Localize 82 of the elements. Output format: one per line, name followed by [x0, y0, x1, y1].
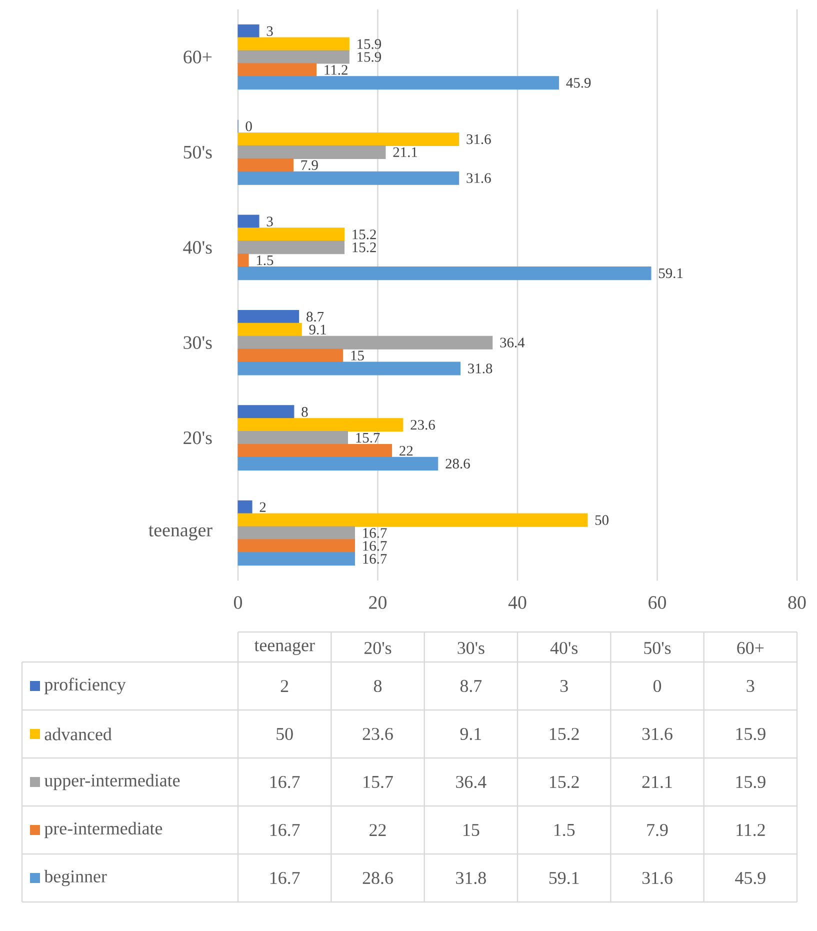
text: 1.5 [554, 824, 575, 836]
text: 28.6 [362, 872, 393, 884]
data-label: 7.9 [301, 160, 318, 170]
legend-label: upper-intermediate [44, 774, 180, 790]
x-tick-label: 80 [788, 596, 806, 609]
legend-label: pre-intermediate [44, 822, 162, 838]
text: 3 [746, 680, 754, 692]
text: 21.1 [642, 776, 672, 788]
x-tick-label: 40 [508, 596, 526, 609]
data-label: 15.9 [358, 52, 381, 62]
data-label: 15 [351, 350, 364, 360]
text: 0 [653, 680, 662, 692]
text: 22 [370, 824, 386, 836]
text: 8.7 [460, 680, 482, 692]
text: 15.7 [364, 776, 393, 788]
legend-label: proficiency [44, 678, 126, 694]
data-label: 59.1 [659, 268, 683, 278]
text: 59.1 [549, 872, 579, 884]
data-label: 22 [400, 446, 413, 456]
data-label: 16.7 [363, 554, 387, 564]
y-tick-label: 60+ [184, 50, 212, 64]
data-label: 3 [266, 26, 273, 36]
x-tick-label: 20 [369, 596, 386, 609]
text: 7.9 [647, 824, 668, 836]
legend-label: advanced [44, 728, 112, 740]
category-label: teenager [254, 641, 315, 655]
y-tick-label: teenager [148, 526, 212, 540]
data-label: 31.8 [468, 364, 492, 374]
data-label: 21.1 [393, 147, 418, 158]
data-label: 50 [595, 515, 608, 525]
data-label: 9.1 [309, 324, 326, 335]
data-label: 23.6 [410, 420, 435, 430]
text: 3 [560, 680, 568, 692]
category-label: 50's [644, 642, 671, 654]
legend-label: beginner [44, 870, 107, 886]
data-label: 15.2 [352, 230, 376, 240]
data-label: 1.5 [256, 255, 274, 266]
text: 31.6 [642, 872, 672, 884]
text: 50 [276, 728, 293, 740]
x-tick-label: 0 [234, 596, 242, 609]
data-label: 11.2 [324, 65, 348, 75]
data-label: 36.4 [500, 338, 525, 348]
text: 16.7 [270, 776, 300, 788]
data-label: 8.7 [306, 312, 324, 322]
data-label: 16.7 [363, 541, 387, 551]
text: 15.9 [736, 728, 766, 740]
data-label: 15.9 [358, 39, 381, 49]
text: 15.2 [550, 776, 579, 788]
x-tick-label: 60 [648, 596, 666, 609]
y-tick-label: 50's [184, 146, 212, 159]
data-label: 2 [260, 502, 266, 512]
text: 15.9 [736, 776, 766, 788]
category-label: 20's [364, 642, 392, 654]
text: 23.6 [362, 728, 393, 740]
data-label: 3 [266, 216, 273, 226]
data-label: 0 [246, 121, 252, 132]
y-tick-label: 20's [184, 431, 212, 444]
text: 8 [374, 680, 382, 692]
text: 31.6 [642, 728, 672, 740]
text: 31.8 [456, 872, 486, 884]
data-label: 31.6 [466, 173, 491, 183]
text: 45.9 [735, 872, 766, 884]
data-label: 8 [302, 407, 308, 417]
text: 11.2 [736, 824, 765, 836]
data-label: 16.7 [363, 528, 387, 538]
data-label: 15.2 [352, 242, 376, 252]
text: 9.1 [460, 728, 482, 740]
text: 16.7 [270, 824, 300, 836]
y-tick-label: 30's [184, 336, 212, 349]
category-label: 60+ [737, 642, 764, 654]
data-label: 28.6 [446, 458, 470, 469]
text: 2 [280, 680, 288, 692]
category-label: 40's [550, 642, 578, 654]
data-label: 45.9 [566, 78, 591, 88]
y-tick-label: 40's [183, 241, 212, 254]
text: 36.4 [456, 776, 486, 788]
text: 15.2 [550, 728, 579, 740]
category-label: 30's [458, 642, 484, 654]
text: 16.7 [270, 872, 300, 884]
data-label: 15.7 [356, 432, 380, 443]
data-label: 31.6 [466, 134, 491, 144]
text: 15 [464, 824, 480, 836]
